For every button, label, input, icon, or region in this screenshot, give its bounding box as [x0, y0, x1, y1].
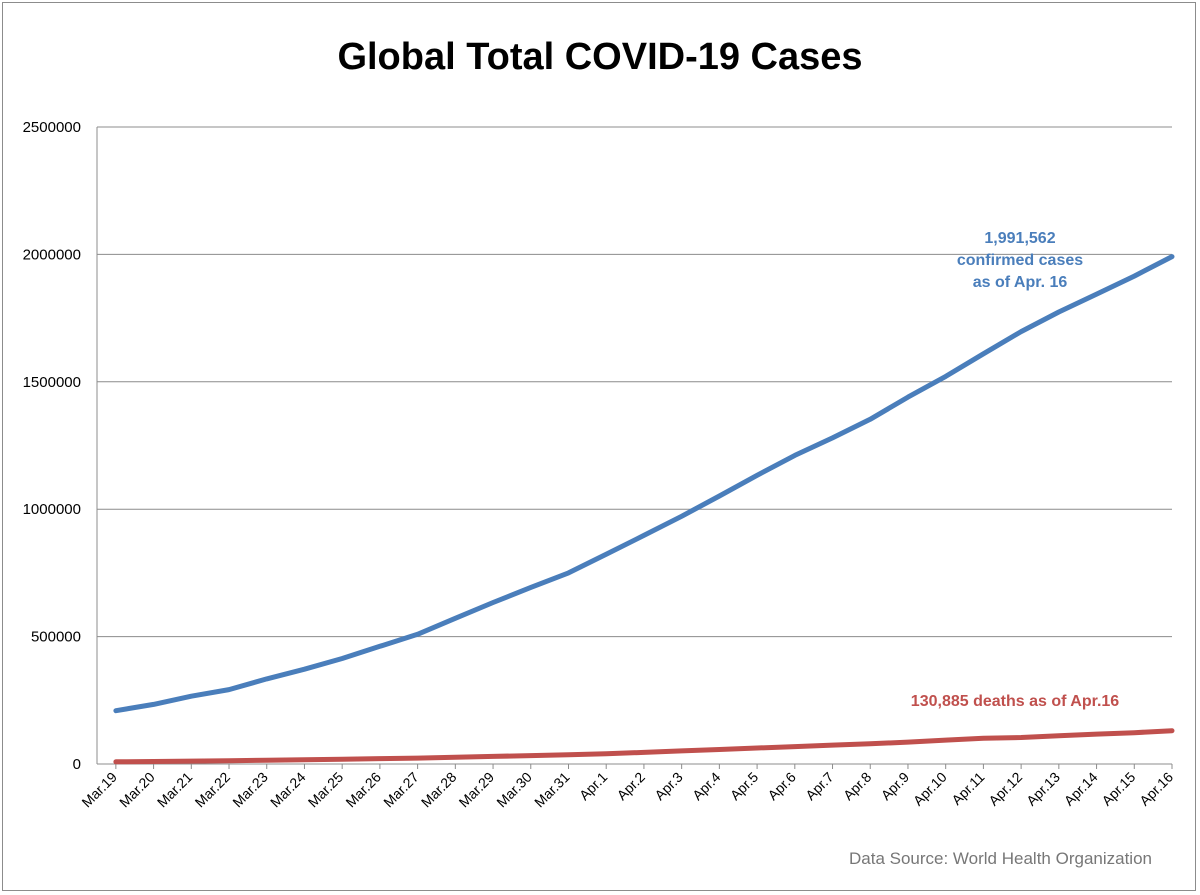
x-tick-label: Apr.15 [1098, 769, 1138, 809]
x-tick-label: Mar.22 [192, 769, 234, 811]
data-source-note: Data Source: World Health Organization [848, 849, 1152, 868]
deaths-series-line [113, 728, 1175, 765]
x-tick-label: Mar.23 [229, 769, 271, 811]
cases-annotation-label: confirmed cases [956, 252, 1084, 269]
y-tick-label: 0 [73, 756, 81, 773]
y-tick-label: 2500000 [23, 119, 81, 136]
x-tick-label: Mar.29 [456, 769, 498, 811]
x-tick-label: Mar.27 [380, 769, 422, 811]
x-tick-label: Apr.13 [1023, 769, 1063, 809]
x-tick-label: Mar.20 [116, 769, 158, 811]
x-tick-label: Apr.7 [802, 769, 837, 804]
x-tick-label: Mar.28 [418, 769, 460, 811]
x-tick-label: Mar.31 [531, 769, 573, 811]
cases-series-line [113, 254, 1175, 714]
x-tick-label: Apr.9 [878, 769, 913, 804]
x-tick-label: Apr.14 [1061, 769, 1101, 809]
x-tick-label: Mar.25 [305, 769, 347, 811]
cases-annotation-value: 1,991,562 [984, 230, 1056, 247]
x-tick-label: Apr.5 [727, 769, 762, 804]
y-tick-label: 1000000 [23, 501, 81, 518]
x-tick-label: Apr.6 [764, 769, 799, 804]
x-tick-label: Apr.10 [910, 769, 950, 809]
chart-title: Global Total COVID-19 Cases [337, 36, 863, 78]
x-tick-label: Mar.24 [267, 769, 309, 811]
x-tick-label: Apr.2 [614, 769, 649, 804]
deaths-annotation: 130,885 deaths as of Apr.16 [910, 693, 1120, 710]
cases-annotation: 1,991,562 confirmed cases as of Apr. 16 [930, 228, 1110, 294]
x-tick-label: Mar.26 [342, 769, 384, 811]
cases-annotation-date: as of Apr. 16 [972, 274, 1068, 291]
x-tick-label: Apr.11 [948, 769, 987, 808]
y-tick-label: 2000000 [23, 246, 81, 263]
y-tick-label: 500000 [31, 629, 81, 646]
x-tick-label: Mar.30 [493, 769, 535, 811]
x-tick-label: Apr.12 [985, 769, 1025, 809]
y-tick-label: 1500000 [23, 374, 81, 391]
x-tick-label: Apr.3 [651, 769, 686, 804]
x-tick-label: Mar.19 [78, 769, 120, 811]
x-tick-label: Apr.16 [1136, 769, 1176, 809]
x-tick-label: Apr.4 [689, 769, 724, 804]
x-tick-label: Mar.21 [154, 769, 196, 811]
x-tick-label: Apr.1 [576, 769, 611, 804]
x-tick-label: Apr.8 [840, 769, 875, 804]
